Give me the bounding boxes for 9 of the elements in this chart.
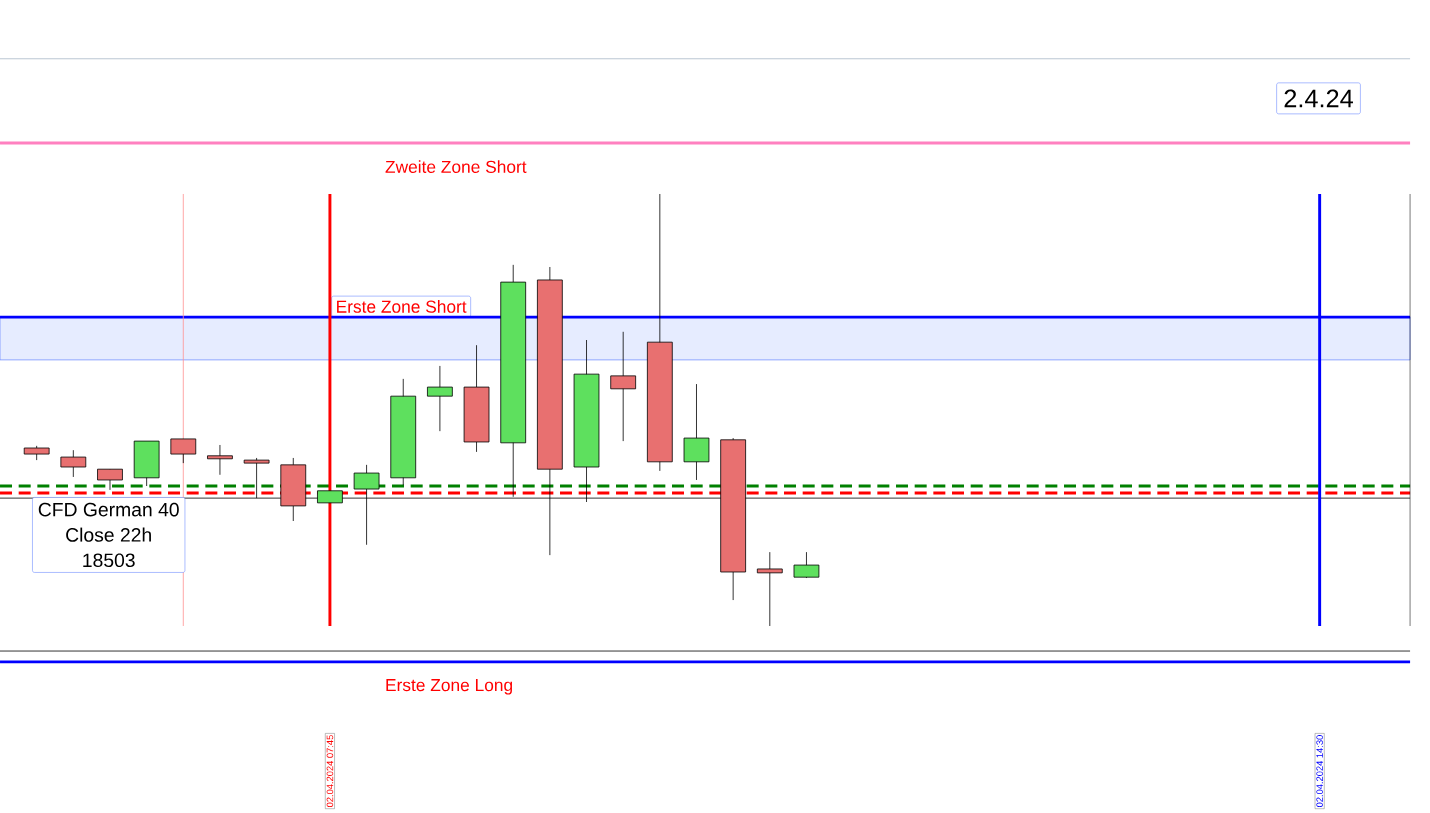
ref-line-label: Erste Zone Long [386,679,513,695]
text: 2.4.24 [1284,89,1353,108]
annotation: Close 22h [66,527,151,542]
band-label: Erste Zone Short [337,300,467,313]
x-tick-label: 02.04.2024 07:45 [326,735,334,808]
annotation: CFD German 40 [38,502,179,517]
x-tick-label: 02.04.2024 14:30 [1316,735,1323,808]
annotation: 18503 [83,553,135,568]
ref-line-label: Zweite Zone Short [385,160,527,173]
